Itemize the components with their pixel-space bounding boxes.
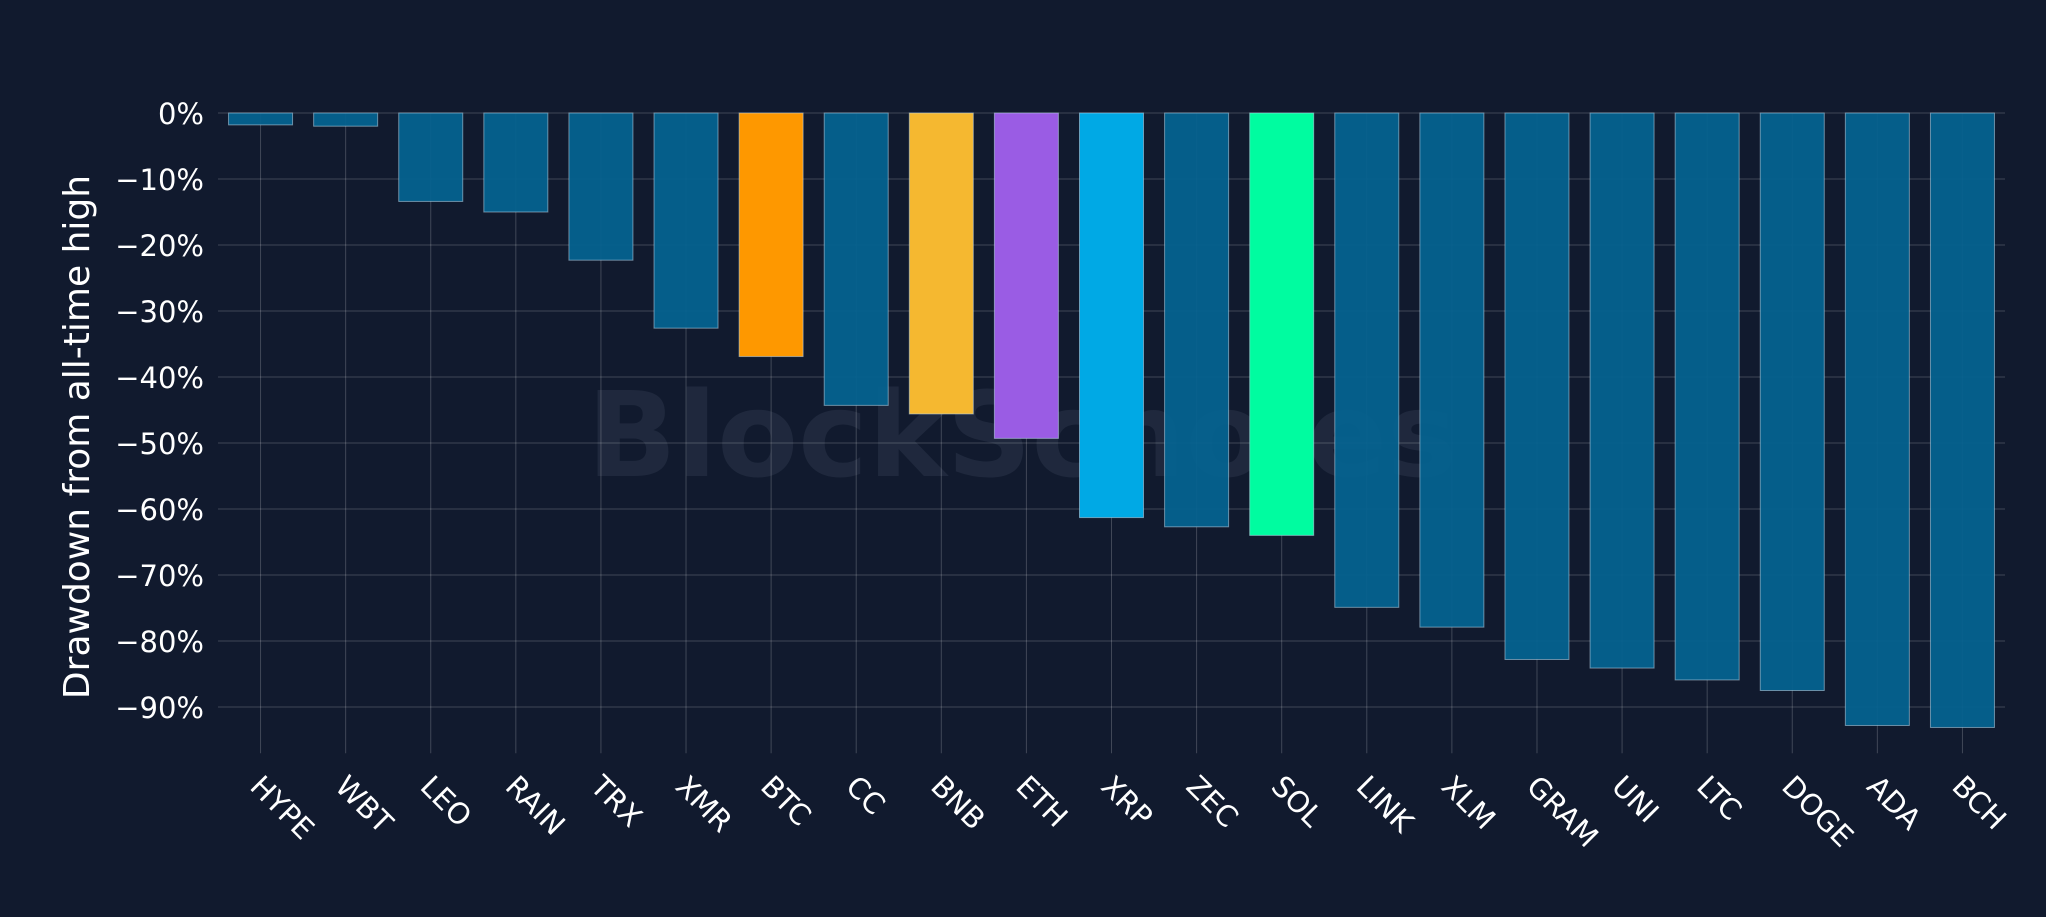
x-tick-label: SOL: [1265, 769, 1330, 834]
y-tick-label: 0%: [158, 97, 204, 131]
bar-hype: [228, 112, 294, 126]
bar-bch: [1929, 112, 1995, 728]
bar-rain: [483, 112, 549, 213]
x-tick-label: LEO: [414, 769, 479, 834]
bar-leo: [398, 112, 464, 202]
x-tick-label: LTC: [1690, 769, 1748, 827]
bar-uni: [1589, 112, 1655, 669]
y-tick-label: −50%: [115, 427, 204, 461]
bar-ada: [1844, 112, 1910, 726]
x-tick-label: XLM: [1435, 769, 1502, 836]
y-tick-label: −80%: [115, 625, 204, 659]
bar-xlm: [1419, 112, 1485, 628]
bar-xmr: [653, 112, 719, 329]
bar-eth: [993, 112, 1059, 439]
bar-gram: [1504, 112, 1570, 660]
x-tick-label: BCH: [1946, 769, 2013, 836]
bar-cc: [823, 112, 889, 406]
x-tick-label: ETH: [1009, 769, 1074, 834]
x-tick-label: RAIN: [499, 769, 572, 842]
x-tick-label: ZEC: [1180, 769, 1245, 834]
x-tick-label: BTC: [754, 769, 818, 833]
bar-link: [1334, 112, 1400, 608]
y-axis-ticks: 0% −10% −20% −30% −40% −50% −60% −70% −80% −90%: [115, 97, 204, 725]
x-tick-label: HYPE: [244, 769, 321, 846]
x-tick-label: ADA: [1860, 769, 1928, 837]
bar-zec: [1164, 112, 1230, 528]
x-tick-label: BNB: [924, 769, 992, 837]
y-axis-label: Drawdown from all-time high: [57, 175, 98, 699]
y-tick-label: −10%: [115, 163, 204, 197]
y-tick-label: −70%: [115, 559, 204, 593]
x-tick-label: UNI: [1605, 769, 1665, 829]
y-tick-label: −60%: [115, 493, 204, 527]
bar-sol: [1249, 112, 1315, 536]
bar-xrp: [1079, 112, 1144, 519]
x-tick-label: XRP: [1095, 769, 1160, 834]
y-tick-label: −20%: [115, 229, 204, 263]
bar-wbt: [313, 112, 379, 127]
x-tick-label: XMR: [669, 769, 739, 839]
x-tick-label: TRX: [583, 768, 649, 834]
bar-trx: [568, 112, 634, 261]
x-tick-label: WBT: [329, 769, 400, 840]
x-axis-ticks: HYPE WBT LEO RAIN TRX XMR BTC CC BNB ETH XRP ZEC SOL…: [244, 768, 2013, 854]
x-tick-label: LINK: [1350, 769, 1421, 840]
y-tick-label: −90%: [115, 691, 204, 725]
x-tick-label: CC: [839, 769, 892, 822]
x-tick-label: DOGE: [1775, 769, 1860, 854]
y-tick-label: −30%: [115, 295, 204, 329]
bar-bnb: [908, 112, 974, 415]
y-tick-label: −40%: [115, 361, 204, 395]
bars: [228, 112, 1995, 728]
bar-btc: [738, 112, 804, 358]
bar-doge: [1759, 112, 1825, 691]
x-tick-label: GRAM: [1520, 769, 1605, 854]
bar-ltc: [1674, 112, 1740, 681]
